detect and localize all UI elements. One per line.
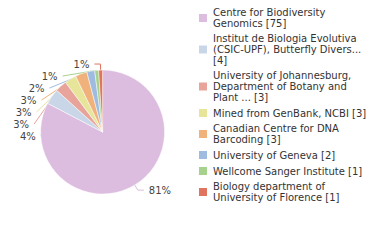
svg-text:Genomics [75]: Genomics [75] bbox=[213, 18, 286, 29]
svg-text:3%: 3% bbox=[21, 95, 37, 106]
svg-text:1%: 1% bbox=[74, 59, 90, 70]
svg-text:Institut de Biologia Evolutiva: Institut de Biologia Evolutiva bbox=[213, 33, 360, 44]
svg-text:Canadian Centre for DNA: Canadian Centre for DNA bbox=[213, 123, 342, 134]
svg-text:Department of Botany and: Department of Botany and bbox=[213, 81, 350, 92]
svg-text:3%: 3% bbox=[13, 119, 29, 130]
svg-text:2%: 2% bbox=[29, 83, 45, 94]
svg-text:Biology department of: Biology department of bbox=[213, 181, 328, 192]
svg-text:4%: 4% bbox=[20, 131, 36, 142]
svg-text:3%: 3% bbox=[16, 107, 32, 118]
svg-text:81%: 81% bbox=[149, 185, 171, 196]
svg-text:(CSIC-UPF), Butterfly Divers..: (CSIC-UPF), Butterfly Divers... bbox=[213, 44, 364, 55]
svg-text:[4]: [4] bbox=[213, 55, 227, 66]
svg-text:Centre for Biodiversity: Centre for Biodiversity bbox=[213, 7, 329, 18]
svg-text:Mined from GenBank, NCBI [3]: Mined from GenBank, NCBI [3] bbox=[213, 108, 366, 119]
svg-text:Wellcome Sanger Institute [1]: Wellcome Sanger Institute [1] bbox=[213, 166, 362, 177]
svg-text:University of Johannesburg,: University of Johannesburg, bbox=[213, 70, 354, 81]
svg-text:University of Florence [1]: University of Florence [1] bbox=[213, 192, 340, 203]
svg-text:Plant ... [3]: Plant ... [3] bbox=[213, 92, 268, 103]
svg-text:University of Geneva [2]: University of Geneva [2] bbox=[213, 150, 335, 161]
svg-text:Barcoding [3]: Barcoding [3] bbox=[213, 134, 281, 145]
svg-text:1%: 1% bbox=[42, 71, 58, 82]
